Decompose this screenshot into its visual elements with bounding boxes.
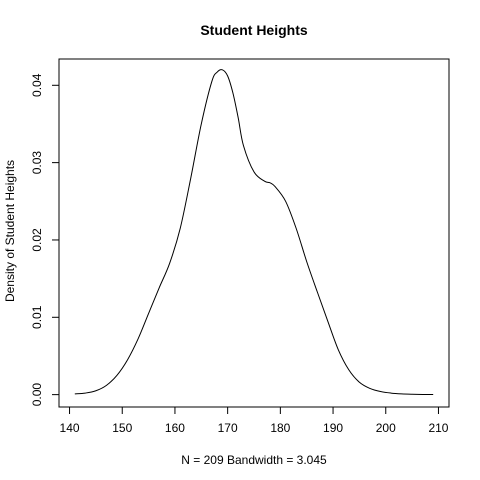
x-axis: 140 150 160 170 180 190 200 210: [60, 406, 449, 435]
x-tick-label: 180: [270, 421, 290, 435]
x-tick-label: 210: [428, 421, 448, 435]
x-tick-label: 170: [218, 421, 238, 435]
y-tick-label: 0.00: [30, 383, 44, 407]
series-layer: [74, 69, 434, 396]
density-series-line: [74, 69, 434, 396]
plot-frame: [58, 58, 450, 408]
y-tick-label: 0.01: [30, 305, 44, 329]
x-tick-label: 150: [112, 421, 132, 435]
y-tick-label: 0.03: [30, 151, 44, 175]
chart-title: Student Heights: [200, 22, 308, 38]
y-axis-label: Density of Student Heights: [3, 160, 17, 302]
y-axis: 0.00 0.01 0.02 0.03 0.04: [30, 73, 60, 407]
x-tick-label: 160: [165, 421, 185, 435]
x-axis-label: N = 209 Bandwidth = 3.045: [181, 453, 327, 467]
x-tick-label: 190: [323, 421, 343, 435]
x-tick-label: 140: [60, 421, 80, 435]
y-tick-label: 0.04: [30, 73, 44, 97]
x-tick-label: 200: [376, 421, 396, 435]
y-tick-label: 0.02: [30, 228, 44, 252]
